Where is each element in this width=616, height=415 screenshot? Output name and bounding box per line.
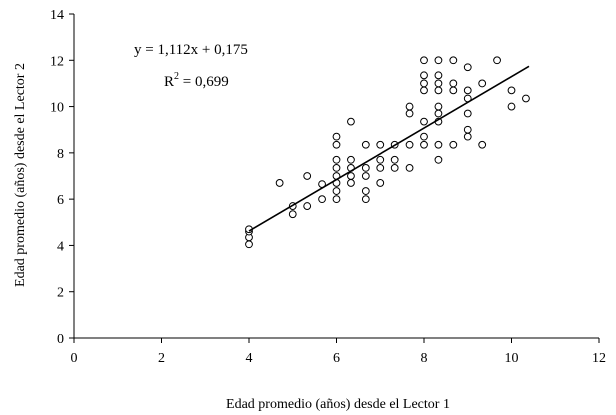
- data-point: [478, 140, 487, 149]
- y-tick-label: 4: [57, 239, 64, 254]
- data-point: [376, 140, 385, 149]
- data-points: [245, 56, 530, 249]
- data-point: [347, 155, 355, 164]
- data-point: [434, 86, 443, 95]
- r-squared-exponent: 2: [174, 71, 179, 82]
- data-point: [434, 109, 443, 118]
- data-point: [420, 71, 428, 80]
- data-point: [245, 240, 253, 249]
- trend-line: [248, 65, 530, 232]
- data-point: [449, 79, 458, 88]
- data-point: [420, 56, 428, 65]
- data-point: [361, 195, 370, 204]
- y-tick-label: 14: [50, 8, 64, 23]
- data-point: [507, 102, 516, 111]
- y-tick-label: 10: [50, 101, 64, 116]
- data-point: [420, 140, 428, 149]
- x-tick-label: 12: [592, 351, 606, 366]
- data-point: [347, 117, 355, 126]
- y-tick-label: 2: [57, 286, 64, 301]
- data-point: [376, 155, 385, 164]
- data-point: [478, 79, 487, 88]
- x-axis-label: Edad promedio (años) desde el Lector 1: [226, 397, 450, 412]
- data-point: [434, 140, 443, 149]
- data-point: [390, 155, 399, 164]
- x-tick-label: 2: [158, 351, 165, 366]
- r-squared-value: = 0,699: [179, 74, 229, 90]
- data-point: [332, 164, 341, 172]
- data-point: [463, 86, 472, 95]
- data-point: [361, 164, 370, 172]
- y-tick-label: 6: [57, 193, 64, 208]
- data-point: [420, 86, 428, 95]
- y-tick-label: 12: [50, 54, 64, 69]
- data-point: [420, 117, 428, 126]
- y-axis-label: Edad promedio (años) desde el Lector 2: [13, 63, 28, 287]
- data-point: [376, 179, 385, 187]
- y-axis-ticks: 0 2 4 6 8 10 12 14: [50, 8, 74, 347]
- data-point: [288, 210, 297, 219]
- data-point: [347, 172, 355, 180]
- data-point: [449, 86, 458, 95]
- data-point: [361, 172, 370, 180]
- x-tick-label: 10: [505, 351, 519, 366]
- x-axis-ticks: 0 2 4 6 8 10 12: [71, 338, 606, 366]
- data-point: [390, 164, 399, 172]
- data-point: [463, 132, 472, 141]
- r-squared-prefix: R: [164, 74, 174, 90]
- data-point: [434, 71, 443, 80]
- data-point: [420, 79, 428, 88]
- data-point: [318, 195, 326, 204]
- data-point: [434, 155, 443, 164]
- data-point: [463, 109, 472, 118]
- regression-equation: y = 1,112x + 0,175: [134, 42, 248, 58]
- data-point: [376, 164, 385, 172]
- data-point: [434, 79, 443, 88]
- data-point: [361, 187, 370, 195]
- data-point: [463, 125, 472, 134]
- data-point: [303, 202, 312, 210]
- y-tick-label: 0: [57, 332, 64, 347]
- data-point: [332, 187, 341, 195]
- r-squared-label: R2 = 0,699: [164, 71, 229, 90]
- data-point: [463, 63, 472, 72]
- data-point: [493, 56, 501, 65]
- data-point: [332, 195, 341, 204]
- data-point: [434, 56, 443, 65]
- data-point: [332, 140, 341, 149]
- data-point: [522, 94, 530, 103]
- data-point: [449, 140, 458, 149]
- x-tick-label: 6: [333, 351, 340, 366]
- data-point: [405, 102, 414, 111]
- x-tick-label: 0: [71, 351, 78, 366]
- x-tick-label: 4: [246, 351, 253, 366]
- data-point: [332, 132, 341, 141]
- data-point: [275, 179, 284, 187]
- data-point: [434, 102, 443, 111]
- data-point: [405, 164, 414, 172]
- data-point: [507, 86, 516, 95]
- data-point: [420, 132, 428, 141]
- data-point: [332, 155, 341, 164]
- data-point: [405, 140, 414, 149]
- data-point: [361, 140, 370, 149]
- data-point: [347, 179, 355, 187]
- x-tick-label: 8: [421, 351, 428, 366]
- data-point: [303, 172, 312, 180]
- y-tick-label: 8: [57, 147, 64, 162]
- data-point: [405, 109, 414, 118]
- data-point: [449, 56, 458, 65]
